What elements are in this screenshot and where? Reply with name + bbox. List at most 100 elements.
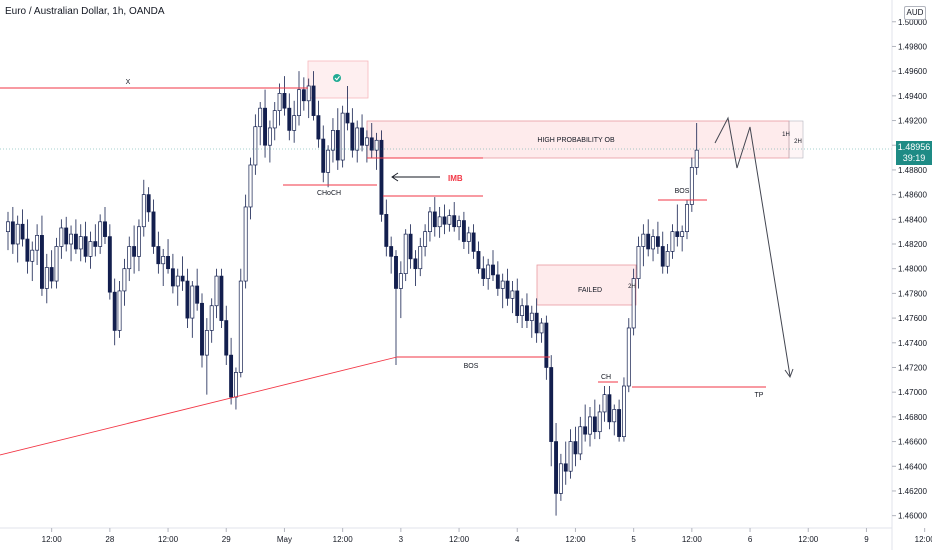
candle [30,241,35,282]
candle-body-down [379,139,384,215]
candle-body-down [263,107,268,146]
candle [35,224,40,265]
candle [428,206,432,242]
candle-body-down [107,236,112,293]
candle-body-down [73,233,78,250]
candle [263,89,268,158]
candle [602,386,607,422]
imb-arrowhead [391,172,399,182]
candle-body-down [93,241,98,247]
candle [54,237,59,289]
candle-body-up [69,233,73,245]
time-tick-label: 12:00 [798,535,819,544]
candle [340,105,345,168]
time-tick-label: 12:00 [565,535,586,544]
candle [161,248,166,286]
candle [607,386,612,430]
candle-body-up [685,204,689,233]
candle-body-up [292,115,297,131]
candle [170,253,175,294]
candle [39,215,44,296]
candle [6,211,10,251]
candle-body-down [132,246,137,257]
candle-body-down [394,256,398,289]
candle-body-down [151,211,156,247]
candle-body-up [234,372,238,398]
candle-body-up [588,416,592,435]
candle [204,318,209,395]
candle [578,416,583,461]
candle [568,429,573,479]
candle [127,236,132,282]
candle [466,226,471,254]
candle [88,231,93,269]
candle-body-down [491,264,495,276]
candle-body-up [340,112,345,161]
candle [461,211,466,249]
candle-body-down [185,280,190,319]
price-tick-label: 1.48600 [898,191,927,200]
candle [272,102,277,141]
candle [277,83,282,126]
candle [452,202,457,232]
candle [651,229,656,262]
label-bos-lower: BOS [464,363,479,370]
candle-body-up [578,426,583,455]
price-tick-label: 1.48400 [898,215,927,224]
candle [287,93,292,141]
candle-body-down [660,246,665,267]
projection-path [714,116,791,377]
candle [20,209,25,247]
candle-body-down [384,214,389,247]
candle-body-down [166,256,170,270]
candle-body-up [539,322,544,334]
candle-body-up [243,206,248,282]
candle-body-up [54,246,59,282]
candle [636,236,641,289]
candle [621,377,626,442]
candle-body-up [364,137,369,146]
candle [49,250,54,289]
candle-body-up [209,305,214,331]
candle-body-down [505,280,510,299]
candle-body-down [287,107,292,131]
candle [93,224,98,257]
candle [418,237,423,277]
candle [539,318,544,343]
currency-badge[interactable]: AUD [904,6,926,20]
candle-body-up [127,246,132,270]
candle [98,214,103,254]
candle-body-down [549,367,554,442]
candle-body-down [112,291,117,331]
candle-body-up [447,215,452,225]
candle [641,224,646,267]
price-tick-label: 1.50000 [898,18,927,27]
candle [549,355,554,467]
price-tick-label: 1.49400 [898,92,927,101]
candle [331,118,335,163]
candle [646,219,651,257]
price-tick-label: 1.48000 [898,265,927,274]
candle [442,204,447,235]
candle-body-down [369,137,374,151]
candle [229,337,234,405]
candle [505,268,510,306]
candle [234,367,238,410]
price-tick-label: 1.46200 [898,487,927,496]
candle [219,268,224,328]
candle [437,206,442,238]
candle-body-down [170,268,175,287]
price-tick-label: 1.46400 [898,462,927,471]
candle-body-down [224,320,229,356]
candle [166,239,170,274]
candle-body-up [670,231,675,252]
candle-body-up [204,330,209,356]
candle [175,268,180,306]
candle [398,261,403,319]
candle [25,219,30,274]
candle-body-down [311,85,316,116]
candle [379,130,384,222]
label-tp: TP [755,392,764,399]
candle-body-down [607,394,612,423]
